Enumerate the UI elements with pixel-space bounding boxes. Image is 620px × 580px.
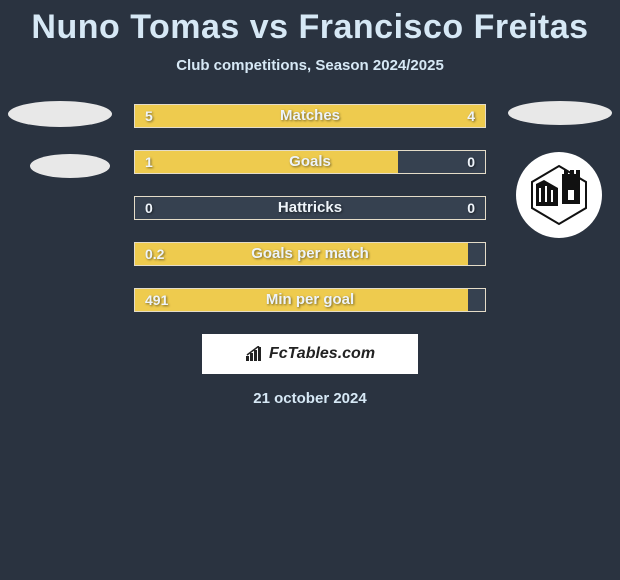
stat-label: Goals per match (135, 243, 485, 265)
page-subtitle: Club competitions, Season 2024/2025 (0, 57, 620, 74)
club-crest-icon (524, 160, 594, 230)
page-title: Nuno Tomas vs Francisco Freitas (0, 0, 620, 47)
stat-row-hattricks: 0 Hattricks 0 (134, 196, 486, 220)
stat-row-goals: 1 Goals 0 (134, 150, 486, 174)
stat-value-right: 0 (467, 151, 475, 173)
content-area: 5 Matches 4 1 Goals 0 0 Hattricks 0 0.2 … (0, 104, 620, 407)
stat-bars: 5 Matches 4 1 Goals 0 0 Hattricks 0 0.2 … (134, 104, 486, 312)
team-left-badge-1 (8, 101, 112, 127)
team-left-badge-2 (30, 154, 110, 178)
stat-row-matches: 5 Matches 4 (134, 104, 486, 128)
date-label: 21 october 2024 (0, 390, 620, 407)
team-right-badge-1 (508, 101, 612, 125)
stat-label: Min per goal (135, 289, 485, 311)
stat-value-right: 4 (467, 105, 475, 127)
stat-label: Goals (135, 151, 485, 173)
brand-label: FcTables.com (269, 345, 375, 363)
stat-label: Matches (135, 105, 485, 127)
stat-label: Hattricks (135, 197, 485, 219)
brand-badge[interactable]: FcTables.com (202, 334, 418, 374)
stat-row-min-per-goal: 491 Min per goal (134, 288, 486, 312)
team-right-badge-2 (516, 152, 602, 238)
chart-icon (245, 346, 265, 362)
stat-row-goals-per-match: 0.2 Goals per match (134, 242, 486, 266)
stat-value-right: 0 (467, 197, 475, 219)
